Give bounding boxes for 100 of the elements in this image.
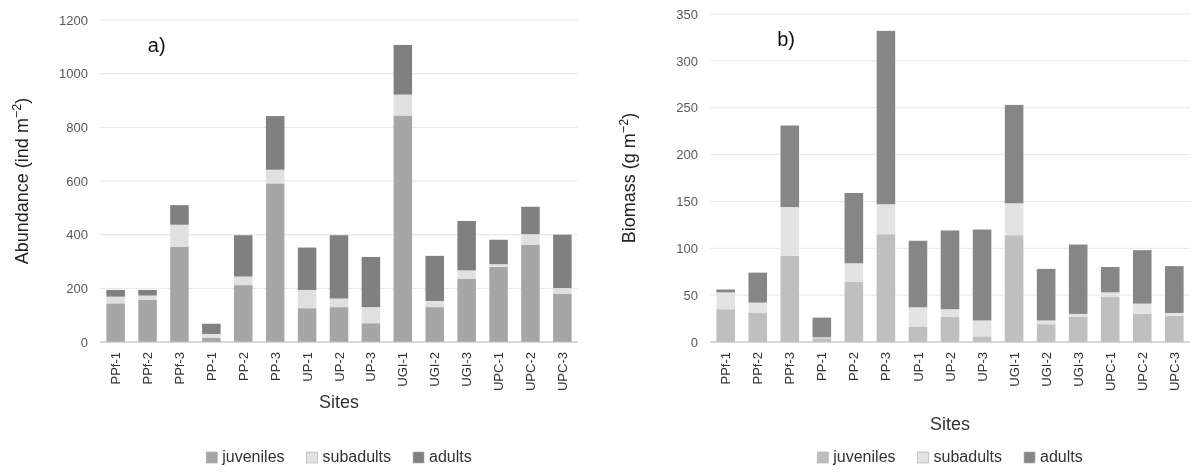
bar bbox=[393, 94, 413, 116]
y-tick-label: 50 bbox=[683, 287, 698, 303]
x-tick-label: UP-3 bbox=[363, 352, 379, 382]
x-tick-label: PP-2 bbox=[846, 352, 862, 381]
x-tick-label: PPf-2 bbox=[140, 352, 156, 385]
bar bbox=[234, 285, 253, 342]
y-tick-label: 100 bbox=[676, 240, 698, 256]
x-tick-label: PP-1 bbox=[814, 352, 830, 381]
bar bbox=[940, 230, 960, 310]
bar bbox=[297, 289, 317, 309]
x-tick-label: UPC-3 bbox=[554, 352, 570, 392]
bar bbox=[844, 263, 864, 283]
x-tick-label: UP-2 bbox=[331, 352, 347, 382]
x-tick-label: UPC-2 bbox=[523, 352, 539, 392]
y-tick-label: 400 bbox=[66, 227, 88, 243]
bar bbox=[234, 276, 253, 286]
bar bbox=[361, 307, 381, 324]
bar bbox=[457, 270, 476, 279]
x-tick-label: UPC-3 bbox=[1166, 352, 1182, 392]
bar bbox=[972, 229, 992, 321]
bar bbox=[521, 206, 540, 235]
x-tick-label: PP-3 bbox=[267, 352, 283, 381]
bar bbox=[457, 220, 476, 271]
x-axis-title: Sites bbox=[929, 414, 971, 434]
bar bbox=[361, 256, 381, 308]
bar bbox=[972, 320, 992, 337]
bar bbox=[265, 183, 285, 342]
bar bbox=[521, 244, 540, 342]
bar bbox=[138, 295, 157, 300]
bar bbox=[329, 298, 349, 308]
bar bbox=[106, 303, 125, 342]
x-tick-label: UPC-1 bbox=[1102, 352, 1118, 392]
bar bbox=[1036, 268, 1056, 321]
bar bbox=[202, 323, 221, 334]
y-tick-label: 150 bbox=[676, 194, 698, 210]
x-tick-label: PP-3 bbox=[878, 352, 894, 381]
bar bbox=[1132, 250, 1152, 304]
x-tick-label: PPf-3 bbox=[782, 352, 798, 385]
legend-label: subadults bbox=[322, 448, 392, 465]
bar bbox=[202, 333, 221, 338]
x-axis-title: Sites bbox=[318, 392, 360, 412]
bar bbox=[780, 125, 800, 208]
bar bbox=[844, 192, 864, 264]
y-tick-label: 300 bbox=[676, 53, 698, 69]
x-tick-label: UGI-2 bbox=[427, 352, 443, 387]
bar bbox=[748, 302, 768, 313]
bar bbox=[457, 278, 476, 342]
bar bbox=[297, 308, 317, 342]
bar bbox=[1165, 312, 1184, 316]
y-tick-label: 200 bbox=[676, 147, 698, 163]
annotation: b) bbox=[777, 28, 795, 50]
bar bbox=[297, 247, 317, 290]
annotation: a) bbox=[147, 34, 166, 56]
bar bbox=[1004, 203, 1024, 236]
bar bbox=[329, 307, 349, 342]
bar bbox=[812, 317, 832, 338]
x-tick-label: UP-3 bbox=[974, 352, 990, 382]
x-tick-label: PPf-2 bbox=[750, 352, 766, 385]
bar bbox=[234, 235, 253, 277]
y-tick-label: 1200 bbox=[59, 12, 88, 28]
bar bbox=[106, 289, 125, 297]
bar bbox=[329, 235, 349, 299]
bar bbox=[1004, 104, 1024, 204]
bar bbox=[265, 116, 285, 170]
bar bbox=[748, 272, 768, 303]
bar bbox=[106, 296, 125, 304]
bar bbox=[1068, 313, 1088, 317]
y-tick-label: 600 bbox=[66, 173, 88, 189]
bar bbox=[908, 307, 928, 328]
bar bbox=[1132, 303, 1152, 314]
bar bbox=[908, 240, 928, 308]
y-tick-label: 0 bbox=[690, 334, 698, 350]
y-tick-label: 800 bbox=[66, 119, 88, 135]
y-tick-label: 0 bbox=[80, 334, 88, 350]
x-tick-label: UGI-2 bbox=[1038, 352, 1054, 387]
bar bbox=[393, 115, 413, 342]
bar bbox=[553, 234, 572, 289]
x-tick-label: PPf-1 bbox=[718, 352, 734, 385]
bar bbox=[170, 247, 189, 342]
x-tick-label: UP-1 bbox=[299, 352, 315, 382]
bar bbox=[393, 44, 413, 95]
bar bbox=[1100, 267, 1120, 293]
bar bbox=[1165, 266, 1184, 313]
x-tick-label: UPC-1 bbox=[491, 352, 507, 392]
x-tick-label: UGI-3 bbox=[1070, 352, 1086, 387]
bar bbox=[425, 255, 444, 301]
bar bbox=[489, 264, 508, 267]
y-tick-label: 250 bbox=[676, 100, 698, 116]
bar bbox=[876, 30, 896, 205]
y-tick-label: 200 bbox=[66, 280, 88, 296]
bar bbox=[425, 300, 444, 308]
bar bbox=[489, 239, 508, 265]
bar bbox=[170, 205, 189, 225]
x-tick-label: PP-1 bbox=[203, 352, 219, 381]
x-tick-label: UGI-3 bbox=[459, 352, 475, 387]
bar bbox=[876, 204, 896, 235]
y-tick-label: 1000 bbox=[59, 66, 88, 82]
bar bbox=[1068, 244, 1088, 314]
legend-label: juveniles bbox=[832, 448, 896, 465]
x-tick-label: UP-2 bbox=[942, 352, 958, 382]
